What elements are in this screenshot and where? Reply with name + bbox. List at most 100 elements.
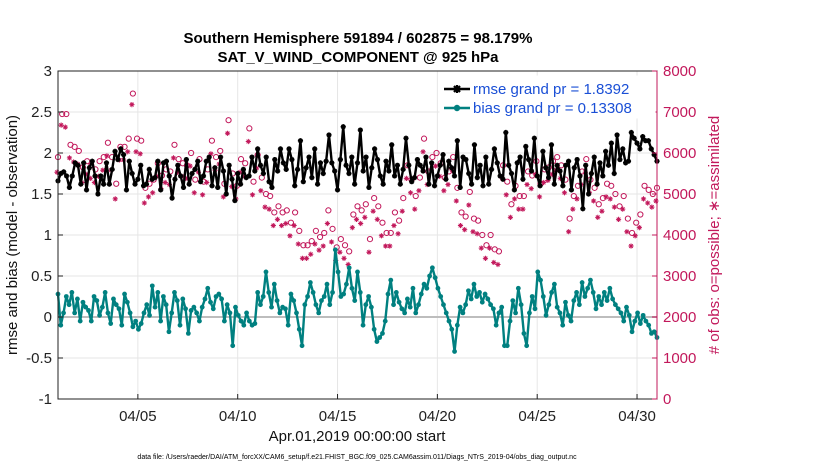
bias-point	[460, 310, 466, 316]
x-tick-label: 04/30	[618, 408, 656, 425]
bias-point	[546, 302, 552, 308]
right-tick-label: 3000	[663, 268, 696, 285]
rmse-point	[600, 173, 606, 179]
bias-point	[596, 294, 602, 299]
bias-point	[477, 290, 482, 295]
obs-assimilated-point	[312, 241, 318, 247]
bias-point	[382, 318, 388, 324]
bias-point	[307, 280, 313, 285]
obs-assimilated-point	[324, 220, 330, 227]
obs-assimilated-point	[457, 222, 464, 229]
obs-assimilated-point	[328, 239, 335, 245]
bias-point	[158, 318, 164, 324]
rmse-point	[400, 166, 406, 172]
left-tick-label: -0.5	[26, 350, 52, 367]
chart-subtitle: SAT_V_WIND_COMPONENT @ 925 hPa	[217, 49, 499, 66]
bias-point	[355, 269, 360, 275]
bias-point	[99, 304, 105, 310]
rmse-point	[132, 181, 138, 187]
obs-assimilated-point	[162, 179, 168, 186]
right-tick-label: 5000	[663, 186, 696, 203]
obs-assimilated-point	[204, 179, 210, 186]
obs-possible-point	[171, 141, 178, 148]
obs-assimilated-point	[262, 204, 268, 210]
rmse-point	[314, 181, 321, 187]
rmse-point	[551, 181, 557, 187]
bias-point	[258, 302, 263, 308]
bias-point	[482, 291, 488, 297]
rmse-point	[155, 158, 161, 164]
bias-point	[554, 304, 560, 310]
bias-point	[155, 290, 161, 295]
rmse-point	[531, 135, 537, 141]
rmse-point	[574, 156, 580, 163]
rmse-point	[66, 184, 73, 191]
obs-assimilated-point	[403, 175, 410, 181]
obs-assimilated-point	[145, 194, 152, 200]
bias-point	[305, 294, 310, 299]
bias-point	[252, 321, 258, 326]
obs-possible-point	[337, 236, 344, 243]
bias-point	[388, 277, 394, 283]
bias-point	[63, 294, 69, 299]
obs-assimilated-point	[545, 177, 551, 184]
rmse-point	[143, 181, 150, 187]
bias-point	[219, 296, 225, 302]
x-axis-label: Apr.01,2019 00:00:00 start	[269, 428, 447, 445]
obs-assimilated-point	[125, 149, 131, 155]
rmse-point	[628, 129, 634, 136]
rmse-point	[434, 173, 440, 179]
rmse-point	[651, 152, 657, 158]
left-tick-label: 2	[44, 145, 52, 162]
legend-bias-marker	[453, 104, 461, 112]
rmse-point	[103, 160, 110, 166]
bias-point	[138, 321, 144, 326]
obs-possible-point	[504, 178, 511, 185]
bias-point	[271, 281, 277, 287]
bias-point	[360, 322, 366, 328]
rmse-point	[300, 179, 306, 185]
rmse-point	[543, 165, 549, 171]
rmse-point	[480, 183, 486, 189]
rmse-point	[192, 166, 198, 172]
obs-assimilated-point	[87, 175, 93, 181]
bias-point	[221, 318, 227, 324]
rmse-point	[500, 176, 506, 182]
obs-assimilated-point	[229, 184, 235, 190]
bias-point	[405, 296, 410, 302]
obs-assimilated-point	[320, 243, 326, 249]
bias-point	[443, 310, 449, 316]
obs-assimilated-point	[649, 204, 655, 210]
bias-point	[180, 296, 186, 302]
bias-point	[88, 318, 94, 324]
bias-point	[363, 302, 369, 308]
rmse-point	[186, 181, 192, 187]
rmse-point	[326, 132, 332, 138]
bias-point	[291, 298, 297, 303]
obs-possible-point	[620, 192, 627, 200]
x-tick-label: 04/05	[119, 408, 157, 425]
bias-point	[618, 310, 624, 316]
rmse-point	[349, 154, 355, 160]
obs-possible-point	[508, 201, 515, 208]
obs-assimilated-point	[345, 261, 351, 268]
bias-point	[582, 294, 588, 299]
bias-point	[368, 304, 374, 310]
obs-assimilated-point	[254, 165, 260, 171]
obs-assimilated-point	[353, 216, 360, 222]
obs-possible-point	[362, 201, 369, 208]
bias-point	[635, 310, 640, 316]
rmse-point	[648, 146, 654, 152]
obs-possible-point	[329, 225, 336, 232]
bias-point	[327, 302, 333, 308]
bias-point	[488, 302, 494, 308]
rmse-point	[75, 162, 81, 168]
bias-point	[130, 324, 136, 330]
obs-assimilated-point	[104, 153, 110, 159]
bias-point	[416, 302, 421, 308]
bias-point	[604, 298, 610, 303]
rmse-point	[72, 160, 78, 166]
rmse-point	[200, 173, 207, 179]
rmse-point	[528, 168, 535, 174]
obs-possible-point	[475, 217, 482, 224]
